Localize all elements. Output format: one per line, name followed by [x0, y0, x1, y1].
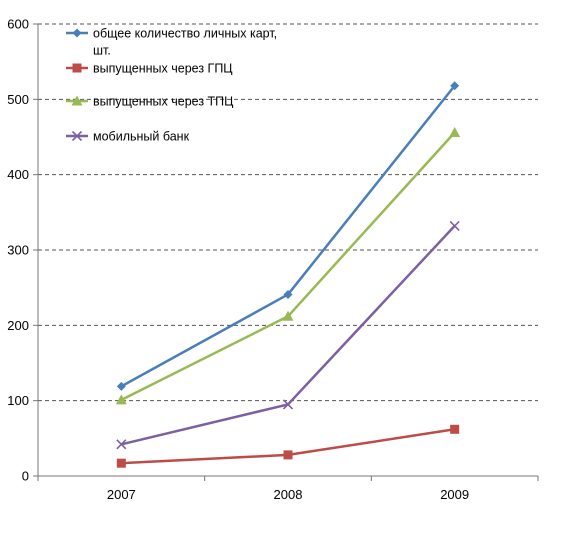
data-point: [115, 394, 127, 405]
y-tick-labels: 0 100 200 300 400 500 600: [7, 17, 29, 484]
data-point: [449, 126, 461, 137]
legend-label: мобильный банк: [93, 130, 190, 144]
data-point: [450, 424, 460, 434]
data-point: [450, 81, 460, 91]
data-point: [71, 130, 83, 142]
series-4: [116, 220, 460, 450]
data-point: [71, 95, 83, 106]
legend-item-2: выпущенных через ГПЦ: [66, 62, 233, 76]
data-point: [283, 289, 293, 299]
series-3: [115, 126, 461, 405]
y-tick-label: 400: [7, 167, 29, 182]
x-tick-label: 2008: [274, 487, 303, 502]
y-tick-label: 500: [7, 92, 29, 107]
data-point: [283, 450, 293, 460]
legend-label: шт.: [93, 44, 111, 58]
series-1: [116, 81, 460, 391]
legend-label: выпущенных через ГПЦ: [93, 62, 233, 76]
y-tick-label: 100: [7, 393, 29, 408]
axes: [33, 23, 539, 481]
data-point: [282, 399, 294, 410]
legend-item-1: общее количество личных карт, шт.: [66, 27, 277, 58]
y-tick-label: 0: [22, 469, 29, 484]
legend-label: общее количество личных карт,: [93, 27, 277, 41]
x-tick-label: 2007: [107, 487, 136, 502]
legend-item-3: выпущенных через ТПЦ: [66, 95, 234, 109]
data-point: [116, 458, 126, 468]
series-2: [116, 424, 460, 468]
data-point: [282, 310, 294, 321]
data-point: [116, 439, 127, 450]
legend-item-4: мобильный банк: [66, 130, 190, 144]
x-tick-labels: 2007 2008 2009: [107, 487, 469, 502]
data-point: [116, 381, 126, 391]
y-tick-label: 600: [7, 17, 29, 32]
data-point: [449, 220, 460, 231]
y-tick-label: 300: [7, 243, 29, 258]
series-group: [115, 81, 461, 468]
legend: общее количество личных карт, шт. выпущенн…: [66, 27, 277, 144]
y-tick-label: 200: [7, 318, 29, 333]
series-line: [121, 225, 456, 446]
legend-label: выпущенных через ТПЦ: [93, 95, 234, 109]
x-tick-label: 2009: [440, 487, 469, 502]
gridlines: [38, 23, 538, 402]
data-point: [72, 63, 82, 73]
data-point: [72, 28, 82, 38]
